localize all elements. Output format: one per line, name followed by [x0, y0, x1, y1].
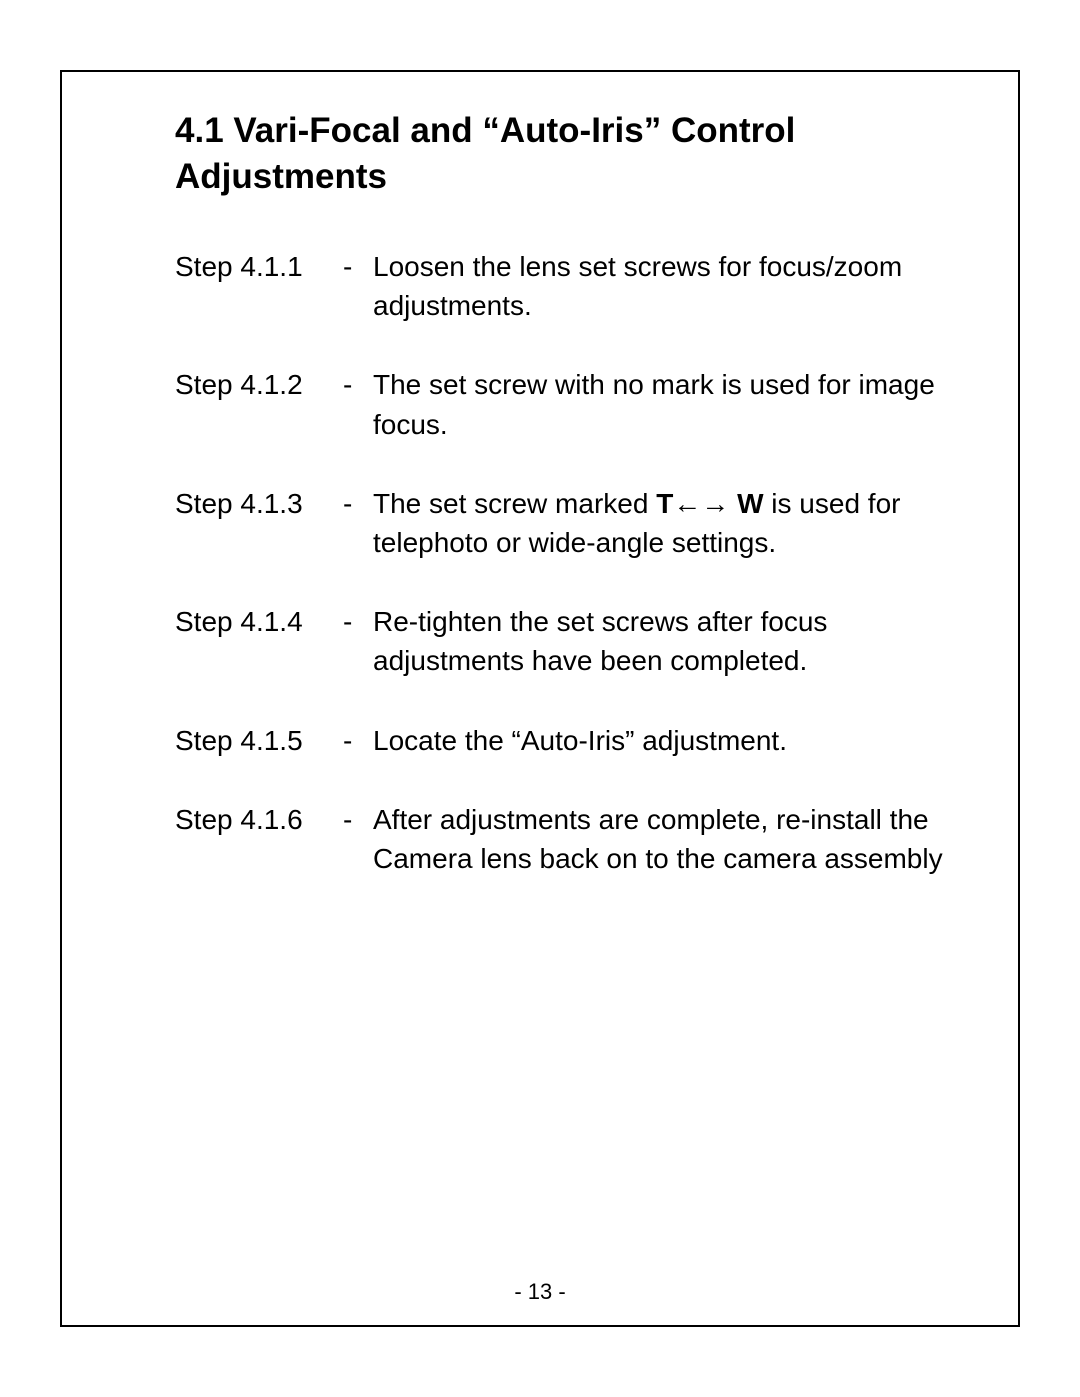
section-title: 4.1 Vari-Focal and “Auto-Iris” Control A…	[175, 108, 960, 199]
step-dash: -	[343, 247, 373, 325]
step-dash: -	[343, 365, 373, 443]
step-text-pre: The set screw marked	[373, 488, 656, 519]
step-text: Locate the “Auto-Iris” adjustment.	[373, 721, 960, 760]
step-label: Step 4.1.1	[175, 247, 343, 325]
step-label: Step 4.1.4	[175, 602, 343, 680]
page-content: 4.1 Vari-Focal and “Auto-Iris” Control A…	[175, 108, 960, 918]
step-dash: -	[343, 721, 373, 760]
step-row: Step 4.1.3 - The set screw marked T←→ W …	[175, 484, 960, 562]
step-dash: -	[343, 484, 373, 562]
step-row: Step 4.1.1 - Loosen the lens set screws …	[175, 247, 960, 325]
page-number: - 13 -	[0, 1279, 1080, 1305]
step-label: Step 4.1.2	[175, 365, 343, 443]
step-text: Re-tighten the set screws after focus ad…	[373, 602, 960, 680]
step-text: Loosen the lens set screws for focus/zoo…	[373, 247, 960, 325]
step-row: Step 4.1.2 - The set screw with no mark …	[175, 365, 960, 443]
step-dash: -	[343, 602, 373, 680]
step-text: After adjustments are complete, re-insta…	[373, 800, 960, 878]
step-label: Step 4.1.3	[175, 484, 343, 562]
step-row: Step 4.1.6 - After adjustments are compl…	[175, 800, 960, 878]
step-dash: -	[343, 800, 373, 878]
step-row: Step 4.1.4 - Re-tighten the set screws a…	[175, 602, 960, 680]
step-text-bold: T←→ W	[656, 488, 763, 519]
step-label: Step 4.1.5	[175, 721, 343, 760]
step-row: Step 4.1.5 - Locate the “Auto-Iris” adju…	[175, 721, 960, 760]
step-label: Step 4.1.6	[175, 800, 343, 878]
step-text: The set screw marked T←→ W is used for t…	[373, 484, 960, 562]
step-text: The set screw with no mark is used for i…	[373, 365, 960, 443]
